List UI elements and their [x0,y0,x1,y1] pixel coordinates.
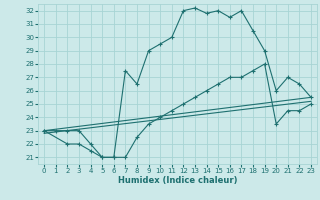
X-axis label: Humidex (Indice chaleur): Humidex (Indice chaleur) [118,176,237,185]
